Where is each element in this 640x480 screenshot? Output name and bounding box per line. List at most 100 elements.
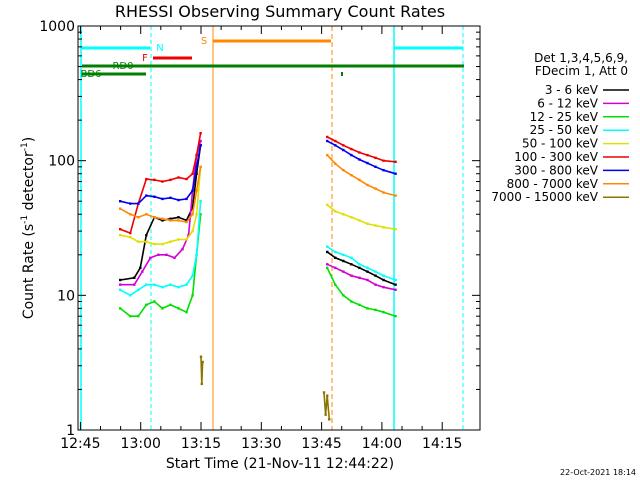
series-2-point-1-3 (145, 303, 148, 307)
series-0-point-1-2 (139, 266, 142, 270)
series-4-point-2-2 (342, 213, 345, 216)
series-0-point-1-6 (169, 217, 172, 221)
series-8-segment-2 (323, 392, 331, 420)
series-4-point-2-1 (334, 210, 337, 213)
series-4-point-1-3 (145, 240, 148, 243)
series-8-point-2-0 (322, 391, 326, 394)
series-4-point-1-0 (119, 233, 122, 237)
series-3-point-2-8 (394, 278, 397, 282)
series-3-point-2-6 (374, 270, 377, 273)
legend-entry-label: 3 - 6 keV (545, 83, 599, 97)
series-1-point-1-4 (157, 253, 160, 256)
series-4-point-1-2 (137, 240, 140, 243)
series-2-segment-1 (119, 214, 202, 318)
series-8-point-2-1 (324, 413, 327, 416)
series-7-point-1-6 (169, 219, 172, 222)
series-7-point-2-7 (382, 191, 385, 194)
series-2-point-1-4 (153, 300, 156, 303)
series-6-point-1-3 (145, 194, 148, 197)
series-8-point-2-3 (328, 418, 331, 421)
series-0-point-2-1 (334, 256, 337, 259)
series-6-point-1-4 (153, 195, 156, 198)
series-6-point-2-0 (326, 139, 329, 143)
series-2-point-1-0 (119, 307, 122, 310)
series-4-point-2-4 (358, 219, 361, 222)
series-3-point-2-7 (382, 274, 385, 277)
series-0-point-1-9 (191, 206, 194, 209)
series-6-point-1-0 (119, 200, 122, 203)
series-6-point-1-8 (185, 197, 188, 201)
series-7-point-2-8 (394, 194, 397, 197)
series-5-point-2-0 (326, 135, 329, 139)
flag-label-n: N (156, 43, 163, 54)
x-tick-label: 12:45 (60, 436, 100, 452)
series-5-segment-1 (119, 133, 202, 235)
y-tick-label: 100 (48, 154, 75, 170)
series-2-point-2-4 (358, 303, 361, 307)
series-7-segment-1 (119, 166, 202, 223)
series-4-point-1-5 (161, 242, 164, 246)
series-3-point-1-9 (191, 274, 194, 277)
series-0-point-2-8 (394, 283, 397, 286)
axes-layer: 12:45 13:00 13:15 13:30 13:45 14:00 14:15 1 10 10… (39, 19, 481, 452)
series-3-point-1-5 (161, 285, 164, 289)
series-3-point-2-2 (342, 253, 345, 256)
series-1-point-1-0 (119, 283, 122, 286)
series-2-point-2-5 (366, 307, 369, 310)
series-6-point-1-9 (191, 189, 194, 192)
series-1-point-1-5 (165, 253, 168, 256)
series-1-point-1-6 (173, 256, 176, 259)
series-0-point-2-0 (326, 250, 329, 254)
x-tick-label: 13:45 (301, 436, 341, 452)
series-1-point-2-2 (342, 270, 345, 273)
series-7-point-2-3 (350, 173, 353, 177)
series-7-point-1-0 (119, 207, 122, 210)
series-4-point-1-6 (169, 240, 172, 243)
series-4-point-2-8 (394, 227, 397, 231)
series-4-point-2-6 (374, 224, 377, 227)
series-1-point-1-7 (181, 248, 184, 251)
series-0-point-2-2 (342, 259, 345, 263)
series-0-point-1-10 (195, 172, 198, 175)
series-6-point-1-6 (169, 196, 172, 199)
series-5-point-1-9 (191, 172, 194, 175)
series-8-point-1-1 (200, 382, 204, 386)
series-4-point-1-4 (153, 242, 156, 246)
legend-entry-label: 300 - 800 keV (514, 163, 598, 177)
series-7-point-2-0 (326, 153, 329, 157)
series-6-point-1-1 (129, 202, 132, 205)
series-0-point-2-6 (374, 274, 377, 277)
y-tick-label: 10 (57, 288, 75, 304)
series-7-point-1-4 (153, 216, 156, 219)
series-4-point-2-0 (326, 203, 329, 207)
series-7-point-1-11 (199, 165, 202, 169)
series-6-point-1-2 (137, 202, 140, 205)
series-5-point-2-1 (334, 139, 337, 143)
legend-header-line: FDecim 1, Att 0 (535, 64, 628, 78)
legend-entry-label: 6 - 12 keV (537, 96, 599, 110)
series-5-point-1-3 (145, 177, 148, 181)
series-4-point-1-9 (191, 229, 194, 233)
series-1-point-2-7 (382, 285, 385, 289)
series-5-point-1-1 (129, 231, 132, 235)
legend-entry-label: 12 - 25 keV (530, 110, 599, 124)
series-1-point-2-6 (374, 283, 377, 286)
series-0-point-1-0 (119, 278, 122, 282)
series-7-point-1-8 (185, 220, 188, 224)
series-3-point-1-2 (137, 288, 140, 291)
series-1-point-2-3 (350, 274, 353, 277)
series-5-point-2-2 (342, 144, 345, 147)
series-1-point-1-1 (133, 283, 136, 286)
series-5-point-1-6 (169, 178, 172, 182)
legend-entry-label: 100 - 300 keV (514, 150, 598, 164)
series-2-point-1-8 (185, 310, 188, 314)
series-4-point-2-5 (366, 222, 369, 225)
series-2-point-1-9 (191, 294, 194, 297)
series-6-point-2-5 (366, 161, 369, 165)
series-1-point-2-0 (326, 263, 329, 266)
series-4-point-1-7 (177, 238, 180, 241)
flag-label-rd0: RD0 (112, 61, 133, 72)
series-0-point-1-3 (145, 233, 148, 237)
